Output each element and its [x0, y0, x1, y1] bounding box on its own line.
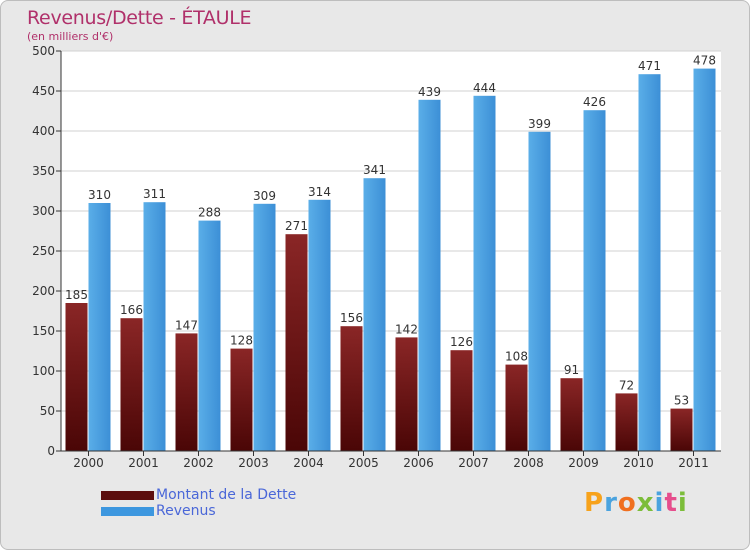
data-label-dette: 128 [230, 334, 253, 348]
logo-letter: P [584, 488, 605, 518]
legend-label-revenus: Revenus [156, 503, 216, 519]
data-label-revenus: 478 [693, 54, 716, 68]
x-tick-label: 2008 [513, 456, 544, 470]
data-label-dette: 126 [450, 335, 473, 349]
bar-dette [560, 378, 583, 451]
legend-item-revenus: Revenus [101, 503, 296, 519]
y-tick-label: 150 [32, 324, 55, 338]
x-tick-label: 2005 [348, 456, 379, 470]
y-tick-label: 50 [40, 404, 55, 418]
logo-letter: t [664, 488, 678, 518]
legend-swatch-revenus [101, 506, 154, 516]
x-tick-label: 2002 [183, 456, 214, 470]
x-tick-label: 2001 [128, 456, 159, 470]
bar-dette [615, 393, 638, 451]
bar-revenus [88, 203, 111, 451]
legend-swatch-debt [101, 490, 154, 500]
bar-revenus [198, 220, 221, 451]
logo-letter: i [677, 488, 688, 518]
y-tick-label: 200 [32, 284, 55, 298]
data-label-revenus: 314 [308, 185, 331, 199]
x-tick-label: 2006 [403, 456, 434, 470]
bar-dette [505, 364, 528, 451]
bar-dette [450, 350, 473, 451]
x-tick-label: 2009 [568, 456, 599, 470]
data-label-revenus: 426 [583, 95, 606, 109]
y-tick-label: 250 [32, 244, 55, 258]
legend-item-debt: Montant de la Dette [101, 487, 296, 503]
data-label-dette: 156 [340, 311, 363, 325]
x-tick-label: 2004 [293, 456, 324, 470]
data-label-revenus: 471 [638, 59, 661, 73]
legend: Montant de la Dette Revenus [101, 487, 296, 519]
proxiti-logo: Proxiti [584, 488, 688, 518]
data-label-revenus: 310 [88, 188, 111, 202]
y-tick-label: 300 [32, 204, 55, 218]
y-tick-label: 450 [32, 84, 55, 98]
bar-revenus [253, 203, 276, 451]
bar-dette [120, 318, 143, 451]
logo-letter: o [617, 488, 637, 518]
data-label-dette: 53 [674, 394, 689, 408]
data-label-revenus: 341 [363, 163, 386, 177]
bar-revenus [638, 74, 661, 451]
data-label-dette: 271 [285, 219, 308, 233]
data-label-dette: 147 [175, 318, 198, 332]
y-tick-label: 100 [32, 364, 55, 378]
data-label-revenus: 288 [198, 206, 221, 220]
data-label-revenus: 311 [143, 187, 166, 201]
x-tick-label: 2010 [623, 456, 654, 470]
chart-subtitle: (en milliers d'€) [27, 30, 114, 43]
data-label-dette: 108 [505, 350, 528, 364]
data-label-dette: 72 [619, 378, 634, 392]
chart-title: Revenus/Dette - ÉTAULE [27, 7, 252, 29]
bar-revenus [528, 131, 551, 452]
y-tick-label: 0 [47, 444, 55, 458]
data-label-dette: 91 [564, 363, 579, 377]
x-tick-label: 2007 [458, 456, 489, 470]
bar-dette [175, 333, 198, 451]
y-tick-label: 400 [32, 124, 55, 138]
y-tick-label: 500 [32, 44, 55, 58]
bar-dette [65, 303, 88, 451]
data-label-revenus: 444 [473, 81, 496, 95]
bar-dette [230, 348, 253, 451]
x-tick-label: 2000 [73, 456, 104, 470]
bar-revenus [693, 68, 716, 451]
bar-revenus [143, 202, 166, 451]
data-label-dette: 166 [120, 303, 143, 317]
data-label-dette: 142 [395, 322, 418, 336]
bar-revenus [363, 178, 386, 451]
y-tick-label: 350 [32, 164, 55, 178]
bar-revenus [473, 95, 496, 452]
bar-dette [670, 408, 693, 451]
bar-dette [285, 234, 308, 451]
bar-revenus [418, 99, 441, 452]
legend-label-debt: Montant de la Dette [156, 487, 297, 503]
bar-dette [340, 326, 363, 451]
bar-revenus [308, 199, 331, 451]
data-label-revenus: 309 [253, 189, 276, 203]
x-tick-label: 2003 [238, 456, 269, 470]
data-label-dette: 185 [65, 288, 88, 302]
logo-letter: x [636, 488, 655, 518]
x-tick-label: 2011 [678, 456, 709, 470]
logo-letter: i [654, 488, 665, 518]
logo-letter: r [604, 488, 618, 518]
data-label-revenus: 399 [528, 117, 551, 131]
data-label-revenus: 439 [418, 85, 441, 99]
bar-dette [395, 337, 418, 451]
bar-revenus [583, 110, 606, 451]
